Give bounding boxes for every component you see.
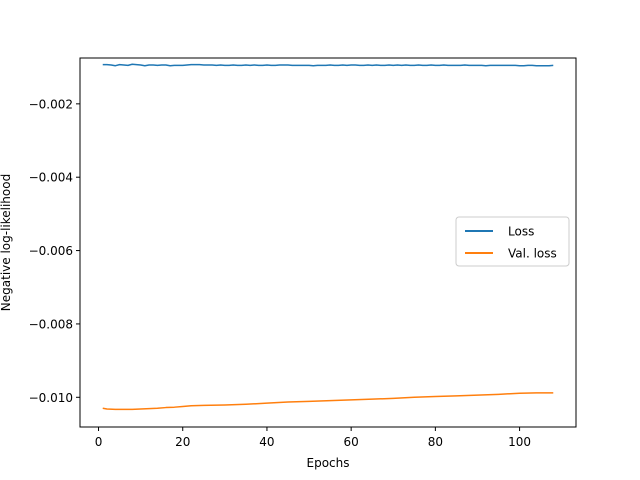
legend: Loss Val. loss: [455, 216, 570, 267]
x-tick-label: 0: [95, 435, 103, 449]
legend-label-loss: Loss: [508, 225, 534, 239]
y-tick-label: −0.002: [29, 97, 73, 111]
x-tick-label: 80: [428, 435, 443, 449]
x-tick-label: 100: [508, 435, 531, 449]
y-tick-label: −0.008: [29, 317, 73, 331]
series-line-val-loss: [102, 392, 554, 411]
y-tick-label: −0.006: [29, 244, 73, 258]
x-tick-label: 20: [175, 435, 190, 449]
series-layer: [102, 63, 554, 411]
plot-frame: [79, 57, 577, 428]
x-tick-label: 40: [259, 435, 274, 449]
series-line-loss: [102, 63, 554, 67]
y-tick-label: −0.004: [29, 171, 73, 185]
y-axis-title: Negative log-likelihood: [0, 174, 13, 311]
x-tick-label: 60: [344, 435, 359, 449]
y-axis: −0.002 −0.004 −0.006 −0.008 −0.010: [29, 97, 80, 405]
x-axis: 0 20 40 60 80 100: [95, 427, 531, 449]
y-tick-label: −0.010: [29, 391, 73, 405]
x-axis-title: Epochs: [307, 456, 350, 470]
legend-label-val-loss: Val. loss: [508, 247, 557, 261]
